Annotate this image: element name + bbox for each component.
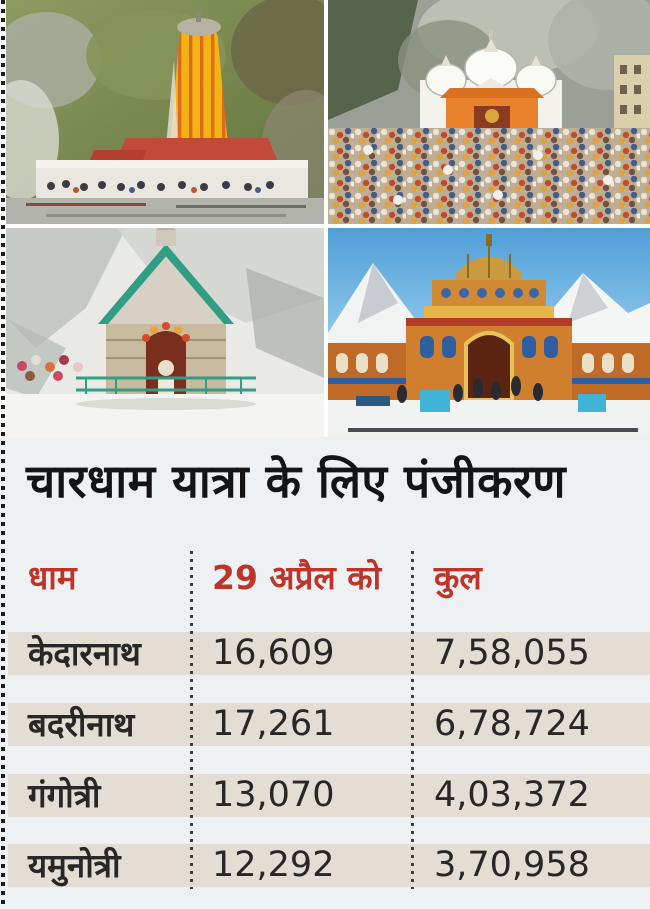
kedarnath-temple-illustration (6, 228, 324, 437)
april-29-count: 16,609 (212, 633, 335, 673)
total-count: 3,70,958 (434, 845, 590, 885)
total-count: 6,78,724 (434, 704, 590, 744)
table-row-badrinath: बदरीनाथ 17,261 6,78,724 (8, 703, 650, 746)
dham-name: बदरीनाथ (28, 705, 135, 744)
table-row-kedarnath: केदारनाथ 16,609 7,58,055 (8, 632, 650, 675)
column-header-total: कुल (434, 558, 482, 597)
table-row-gangotri: गंगोत्री 13,070 4,03,372 (8, 774, 650, 817)
total-count: 7,58,055 (434, 633, 590, 673)
table-row-yamunotri: यमुनोत्री 12,292 3,70,958 (8, 844, 650, 887)
photo-kedarnath-temple (6, 228, 324, 437)
column-separator-2 (411, 551, 414, 889)
registration-table-panel: चारधाम यात्रा के लिए पंजीकरण धाम 29 अप्र… (0, 437, 650, 909)
april-29-count: 12,292 (212, 845, 335, 885)
infographic-title: चारधाम यात्रा के लिए पंजीकरण (26, 454, 567, 508)
gangotri-temple-illustration (328, 0, 650, 224)
april-29-count: 17,261 (212, 704, 335, 744)
badrinath-temple-illustration (328, 228, 650, 437)
clipping-dotted-border (1, 0, 5, 909)
yamunotri-temple-illustration (6, 0, 324, 224)
total-count: 4,03,372 (434, 775, 590, 815)
april-29-count: 13,070 (212, 775, 335, 815)
photo-yamunotri-temple (6, 0, 324, 224)
column-header-dham: धाम (28, 558, 77, 597)
dham-name: यमुनोत्री (28, 846, 121, 885)
column-separator-1 (190, 551, 193, 889)
column-header-29-april: 29 अप्रैल को (212, 558, 382, 597)
photo-badrinath-temple (328, 228, 650, 437)
dham-name: केदारनाथ (28, 634, 141, 673)
photo-gangotri-temple-crowd (328, 0, 650, 224)
dham-name: गंगोत्री (28, 776, 101, 815)
